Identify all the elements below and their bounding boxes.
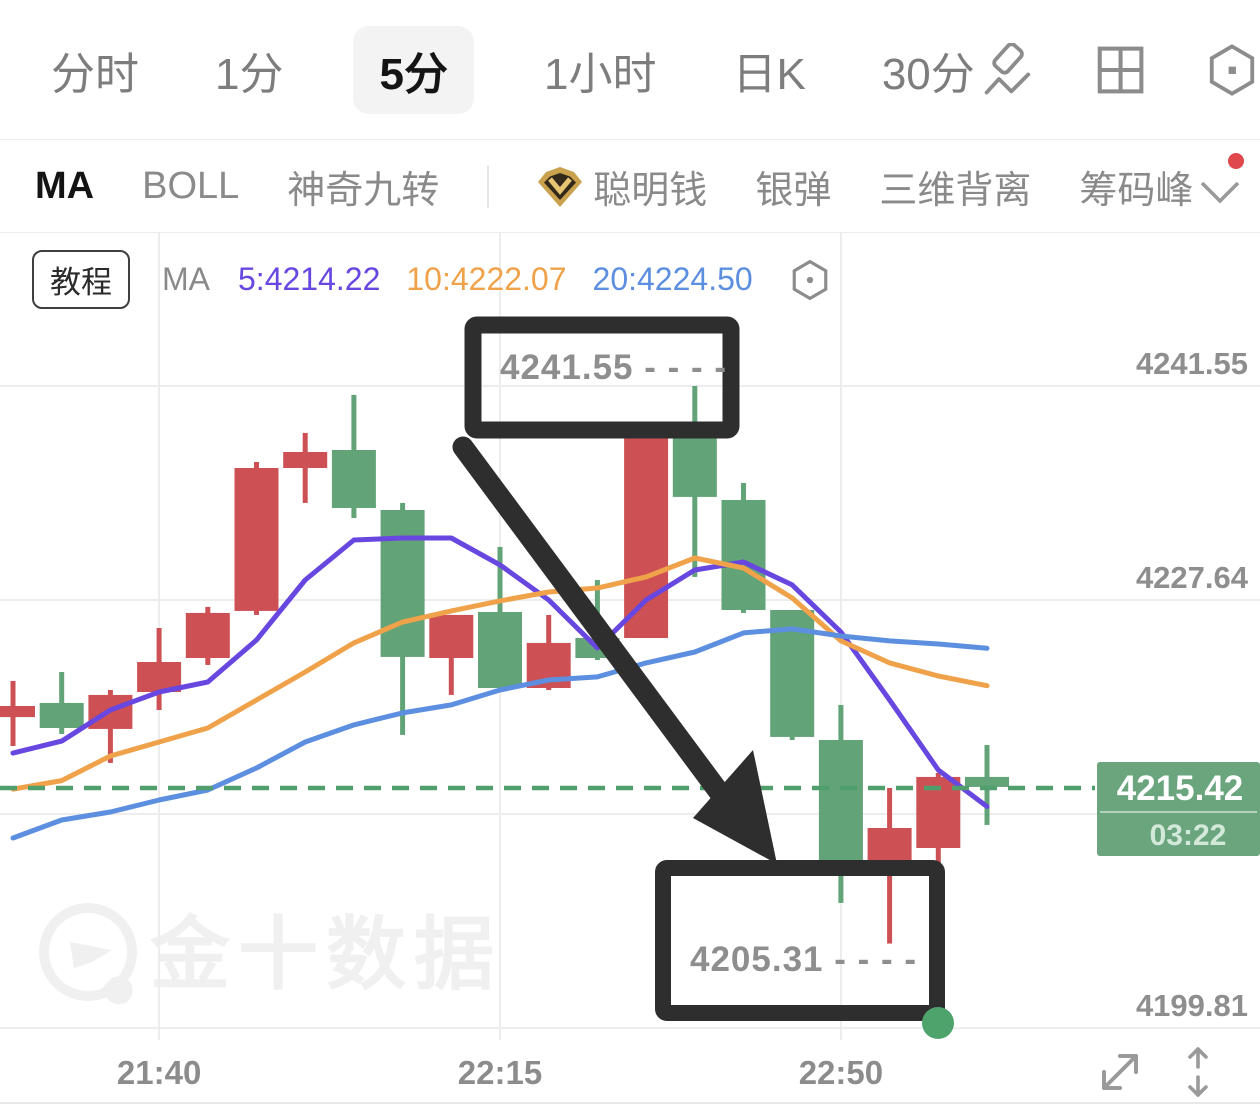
tutorial-button[interactable]: 教程 (32, 250, 130, 309)
indicator-聪明钱[interactable]: 聪明钱 (537, 159, 707, 214)
low-annotation-label: 4205.31 - - - - (690, 940, 917, 979)
indicator-神奇九转[interactable]: 神奇九转 (287, 170, 440, 212)
candle (721, 482, 766, 613)
price-label: 4199.81 (1136, 988, 1248, 1023)
vip-diamond-icon (538, 166, 583, 207)
annotations: 4241.55 - - - - 4205.31 - - - - (452, 316, 954, 1039)
candle-countdown: 03:22 (1150, 819, 1227, 852)
grid-layout-icon[interactable] (1093, 43, 1147, 97)
tab-30分[interactable]: 30分 (881, 49, 975, 99)
ma-info-row: 教程 MA 5:4214.22 10:4222.07 20:4224.50 (32, 250, 831, 309)
ma-value-1: 10:4222.07 (406, 261, 567, 297)
ma-prefix-label: MA (162, 261, 210, 297)
ma5-line (10, 535, 990, 809)
indicator-divider (487, 165, 490, 208)
ma10-line (10, 555, 990, 792)
tab-5分[interactable]: 5分 (353, 25, 474, 114)
draw-tool-icon[interactable] (981, 42, 1035, 97)
time-label: 22:50 (798, 1054, 884, 1091)
tab-1小时[interactable]: 1小时 (543, 49, 657, 99)
candlestick-series (0, 386, 1009, 944)
watermark-logo: 金十数据 (39, 903, 502, 1005)
last-price-badge: 4215.42 03:22 (1097, 762, 1260, 856)
new-feature-dot (1228, 153, 1244, 169)
high-annotation-box (464, 316, 740, 439)
indicator-settings-icon[interactable] (789, 259, 831, 301)
hexagon-settings-icon[interactable] (1205, 43, 1259, 97)
indicator-MA[interactable]: MA (35, 165, 95, 207)
candle (429, 614, 474, 695)
ma-values: 5:4214.22 10:4222.07 20:4224.50 (238, 261, 753, 298)
period-tabs: 分时 1分 5分 1小时 日K 30分 (45, 25, 981, 114)
candle (380, 502, 425, 735)
indicator-银弹[interactable]: 银弹 (755, 170, 832, 212)
time-label: 21:40 (116, 1054, 202, 1091)
down-arrow-head (693, 750, 777, 864)
time-marker-dot (922, 1007, 954, 1039)
ma-value-2: 20:4224.50 (592, 261, 753, 297)
time-axis: 21:40 22:15 22:50 (0, 1040, 1260, 1104)
candle (478, 546, 522, 693)
candle (331, 394, 376, 519)
candle (965, 744, 1009, 825)
high-annotation-label: 4241.55 - - - - (500, 348, 727, 387)
candle (234, 462, 279, 615)
candle (672, 386, 717, 577)
indicator-筹码峰[interactable]: 筹码峰 (1079, 170, 1194, 212)
low-annotation-box (655, 860, 945, 1021)
candle (818, 704, 863, 903)
tab-日K[interactable]: 日K (732, 49, 806, 99)
candle (0, 680, 35, 747)
down-arrow-shaft (452, 436, 733, 807)
price-label: 4241.55 (1136, 346, 1248, 381)
price-label: 4227.64 (1136, 560, 1249, 595)
toolbar-icons (981, 42, 1259, 97)
candle (39, 672, 84, 735)
watermark-text: 金十数据 (149, 910, 502, 999)
indicator-bar: MA BOLL 神奇九转 聪明钱 银弹 三维背离 筹码峰 (0, 141, 1260, 233)
candle (283, 432, 328, 503)
ma-value-0: 5:4214.22 (238, 261, 381, 297)
indicator-BOLL[interactable]: BOLL (142, 165, 240, 207)
tab-1分[interactable]: 1分 (215, 49, 284, 99)
chevron-down-icon[interactable] (1194, 171, 1246, 215)
last-price-value: 4215.42 (1117, 769, 1244, 808)
tab-分时[interactable]: 分时 (51, 49, 139, 99)
candle (624, 428, 669, 639)
candle (185, 606, 230, 665)
ma20-line (10, 626, 990, 841)
fullscreen-expand-icon[interactable] (1092, 1044, 1148, 1100)
vertical-scale-icon[interactable] (1178, 1044, 1218, 1100)
price-axis-labels: 4241.55 4227.64 4199.81 (1136, 346, 1249, 1023)
time-label: 22:15 (457, 1054, 543, 1091)
period-tabbar: 分时 1分 5分 1小时 日K 30分 (0, 0, 1260, 140)
indicator-三维背离[interactable]: 三维背离 (879, 170, 1032, 212)
indicator-list: MA BOLL 神奇九转 聪明钱 银弹 三维背离 筹码峰 (35, 159, 1205, 214)
